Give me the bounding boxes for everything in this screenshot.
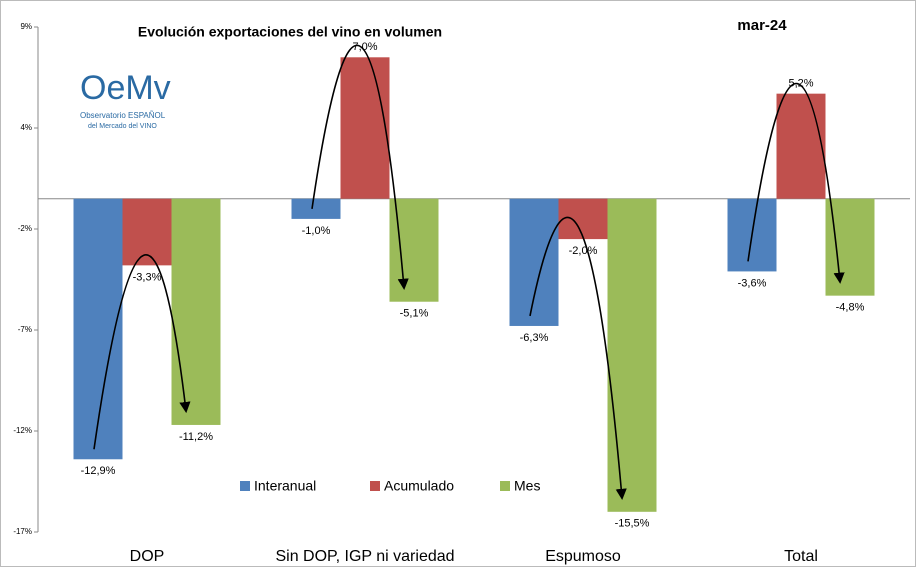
arrow bbox=[311, 44, 409, 290]
bar bbox=[607, 198, 657, 512]
y-tick-label: 9% bbox=[20, 22, 32, 31]
value-label: -4,8% bbox=[836, 302, 865, 314]
bar bbox=[291, 198, 341, 219]
bar bbox=[340, 57, 390, 199]
logo-line: del Mercado del VINO bbox=[88, 123, 157, 130]
period: mar-24 bbox=[737, 17, 787, 34]
value-label: -2,0% bbox=[569, 245, 598, 257]
legend-label: Interanual bbox=[254, 478, 316, 494]
legend-label: Mes bbox=[514, 478, 540, 494]
legend-swatch bbox=[500, 481, 510, 491]
x-tick-label: Espumoso bbox=[545, 548, 621, 565]
legend-label: Acumulado bbox=[384, 478, 454, 494]
value-label: 7,0% bbox=[352, 41, 377, 53]
value-label: -11,2% bbox=[179, 431, 213, 443]
value-label: -1,0% bbox=[302, 225, 331, 237]
y-tick-label: -12% bbox=[13, 426, 32, 435]
arrow bbox=[747, 82, 845, 284]
bar bbox=[171, 198, 221, 425]
value-label: 5,2% bbox=[788, 78, 813, 90]
bar bbox=[558, 198, 608, 240]
chart-title: Evolución exportaciones del vino en volu… bbox=[138, 24, 442, 40]
value-label: -15,5% bbox=[615, 518, 650, 530]
value-label: -3,3% bbox=[133, 271, 162, 283]
x-tick-label: Total bbox=[784, 548, 818, 565]
logo-line: Observatorio ESPAÑOL bbox=[80, 111, 166, 120]
logo: OeMv bbox=[80, 69, 171, 107]
y-tick-label: -7% bbox=[18, 325, 32, 334]
y-tick-label: 4% bbox=[20, 123, 32, 132]
value-label: -5,1% bbox=[400, 308, 429, 320]
x-tick-label: DOP bbox=[130, 548, 165, 565]
y-tick-label: -17% bbox=[13, 527, 32, 536]
value-label: -12,9% bbox=[81, 465, 116, 477]
value-label: -3,6% bbox=[738, 277, 767, 289]
bar bbox=[776, 93, 826, 199]
value-label: -6,3% bbox=[520, 332, 549, 344]
x-tick-label: Sin DOP, IGP ni variedad bbox=[275, 548, 454, 565]
legend-swatch bbox=[240, 481, 250, 491]
arrow bbox=[93, 254, 191, 450]
y-tick-label: -2% bbox=[18, 224, 32, 233]
bar bbox=[509, 198, 559, 326]
arrow bbox=[529, 216, 627, 501]
legend-swatch bbox=[370, 481, 380, 491]
